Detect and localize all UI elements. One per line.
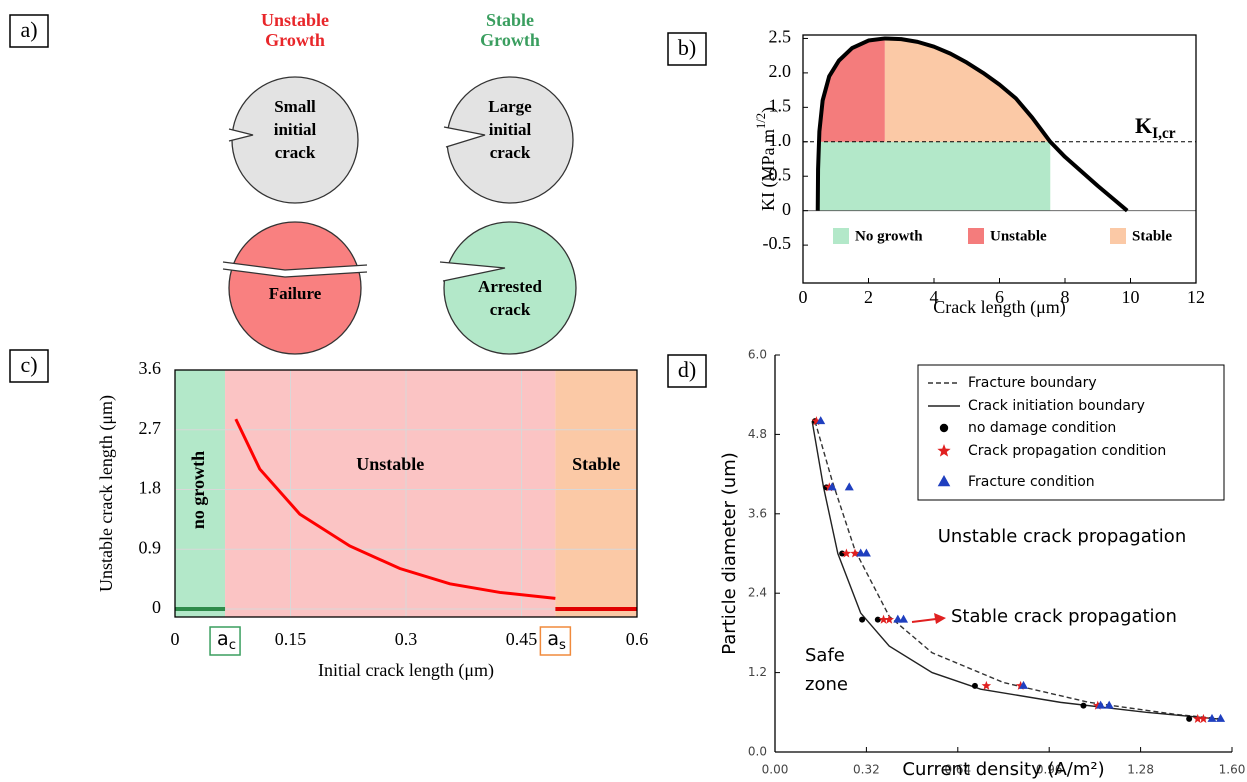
legend-label: Crack initiation boundary: [968, 398, 1145, 414]
y-tick-label: -0.5: [763, 233, 792, 253]
y-tick-label: 3.6: [139, 358, 162, 378]
x-tick-label: 0: [799, 287, 808, 307]
text-part: K: [1135, 113, 1152, 138]
annotation: Safe: [805, 645, 845, 666]
x-tick-label: 12: [1187, 287, 1205, 307]
point: [875, 617, 881, 623]
legend-swatch: [833, 228, 849, 244]
column-heading: Growth: [480, 30, 540, 50]
particle-text: Failure: [269, 284, 322, 303]
figure: a)UnstableGrowthSmallinitialcrackFailure…: [0, 0, 1247, 782]
particle-text: crack: [275, 143, 316, 162]
y-tick-label: 3.6: [748, 506, 767, 520]
y-axis-label: Unstable crack length (μm): [96, 395, 117, 592]
column-heading: Stable: [486, 10, 534, 30]
particle-text: Large: [488, 97, 532, 116]
page: a)UnstableGrowthSmallinitialcrackFailure…: [0, 0, 1247, 782]
y-tick-label: 2.7: [139, 418, 162, 438]
point: [1186, 716, 1192, 722]
column-heading: Unstable: [261, 10, 329, 30]
particle-text: crack: [490, 143, 531, 162]
text-part: 1/2: [754, 113, 768, 129]
panel-label: d): [678, 357, 696, 382]
text-part: c: [229, 638, 236, 653]
y-tick-label: 0.9: [139, 537, 162, 557]
y-axis-label: Particle diameter (um): [719, 452, 740, 655]
y-tick-label: 6.0: [748, 348, 767, 362]
text-part: a: [217, 628, 229, 650]
legend-label: Stable: [1132, 228, 1172, 244]
legend-label: no damage condition: [968, 420, 1116, 436]
point: [859, 617, 865, 623]
point: [940, 424, 948, 432]
point: [972, 683, 978, 689]
region-label: no growth: [188, 451, 208, 529]
region-label: Stable: [572, 454, 620, 474]
annotation: zone: [805, 674, 848, 695]
y-tick-label: 2.4: [748, 586, 767, 600]
text-part: I,cr: [1152, 124, 1176, 141]
annotation: Stable crack propagation: [951, 606, 1177, 627]
region-label: Unstable: [356, 454, 424, 474]
panel-label: a): [20, 17, 37, 42]
x-tick-label: 0.45: [506, 629, 538, 649]
y-tick-label: 1.2: [748, 665, 767, 679]
y-tick-label: 0: [152, 597, 161, 617]
x-tick-label: 1.28: [1127, 763, 1154, 777]
legend-label: Fracture boundary: [968, 375, 1097, 391]
y-tick-label: 0.0: [748, 745, 767, 759]
particle-text: initial: [274, 120, 317, 139]
x-tick-label: 1.60: [1219, 763, 1246, 777]
x-tick-label: 0.15: [275, 629, 307, 649]
x-tick-label: 0: [171, 629, 180, 649]
particle-text: Arrested: [478, 277, 542, 296]
text-part: a: [547, 628, 559, 650]
x-tick-label: 0.6: [626, 629, 649, 649]
text-part: s: [559, 638, 566, 653]
legend-label: Fracture condition: [968, 474, 1095, 490]
legend-label: Crack propagation condition: [968, 443, 1166, 459]
x-tick-label: 10: [1122, 287, 1140, 307]
legend-label: Unstable: [990, 228, 1047, 244]
x-tick-label: 0.3: [395, 629, 418, 649]
x-tick-label: 2: [864, 287, 873, 307]
y-tick-label: 2.0: [769, 61, 792, 81]
panel-label: b): [678, 35, 696, 60]
point: [1080, 703, 1086, 709]
particle-text: initial: [489, 120, 532, 139]
column-heading: Growth: [265, 30, 325, 50]
region: [818, 142, 1051, 211]
text-part: KI (MPa m: [758, 129, 779, 211]
legend-swatch: [968, 228, 984, 244]
x-axis-label: Current density (A/m²): [902, 759, 1104, 780]
particle-text: crack: [490, 300, 531, 319]
x-axis-label: Crack length (μm): [933, 297, 1066, 318]
text-part: ): [758, 107, 779, 113]
region: [555, 370, 637, 617]
annotation: Unstable crack propagation: [938, 526, 1186, 547]
legend-swatch: [1110, 228, 1126, 244]
x-axis-label: Initial crack length (μm): [318, 660, 494, 681]
region: [225, 370, 555, 617]
initial-particle: [232, 77, 358, 203]
particle-text: Small: [274, 97, 316, 116]
x-tick-label: 0.32: [853, 763, 880, 777]
y-tick-label: 1.8: [139, 478, 162, 498]
panel-label: c): [20, 352, 37, 377]
y-tick-label: 0: [782, 199, 791, 219]
y-tick-label: 2.5: [769, 27, 792, 47]
x-tick-label: 0.00: [762, 763, 789, 777]
legend-label: No growth: [855, 228, 923, 244]
y-tick-label: 4.8: [748, 427, 767, 441]
